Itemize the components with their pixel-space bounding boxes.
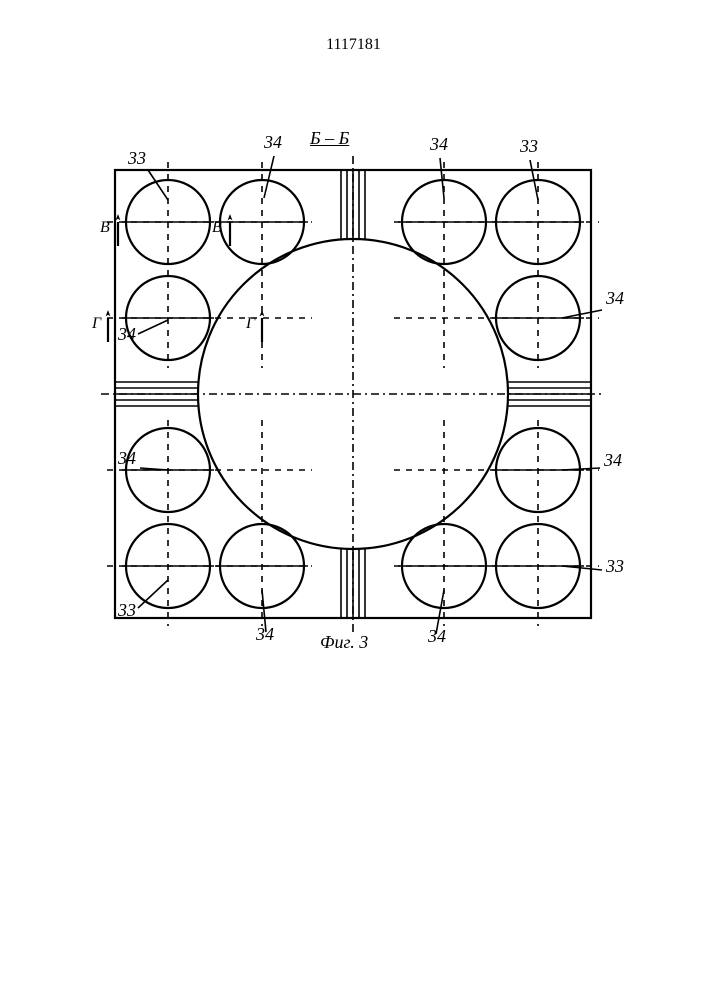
svg-text:34: 34	[427, 626, 446, 646]
svg-text:33: 33	[519, 136, 538, 156]
svg-text:34: 34	[255, 624, 274, 644]
svg-text:34: 34	[117, 324, 136, 344]
svg-text:Г: Г	[91, 315, 102, 332]
svg-text:33: 33	[117, 600, 136, 620]
svg-text:33: 33	[127, 148, 146, 168]
svg-text:34: 34	[117, 448, 136, 468]
svg-text:34: 34	[603, 450, 622, 470]
svg-text:В: В	[212, 219, 222, 236]
svg-text:34: 34	[429, 134, 448, 154]
svg-text:Г: Г	[245, 315, 256, 332]
svg-text:В: В	[100, 219, 110, 236]
svg-text:34: 34	[605, 288, 624, 308]
technical-drawing: В В Г Г 33 34 34 33 34 34 34 34 33 33 34 34	[0, 0, 707, 1000]
svg-text:33: 33	[605, 556, 624, 576]
page: 1117181 Б – Б Фиг. 3 ВВГГ333434333434343…	[0, 0, 707, 1000]
svg-text:34: 34	[263, 132, 282, 152]
